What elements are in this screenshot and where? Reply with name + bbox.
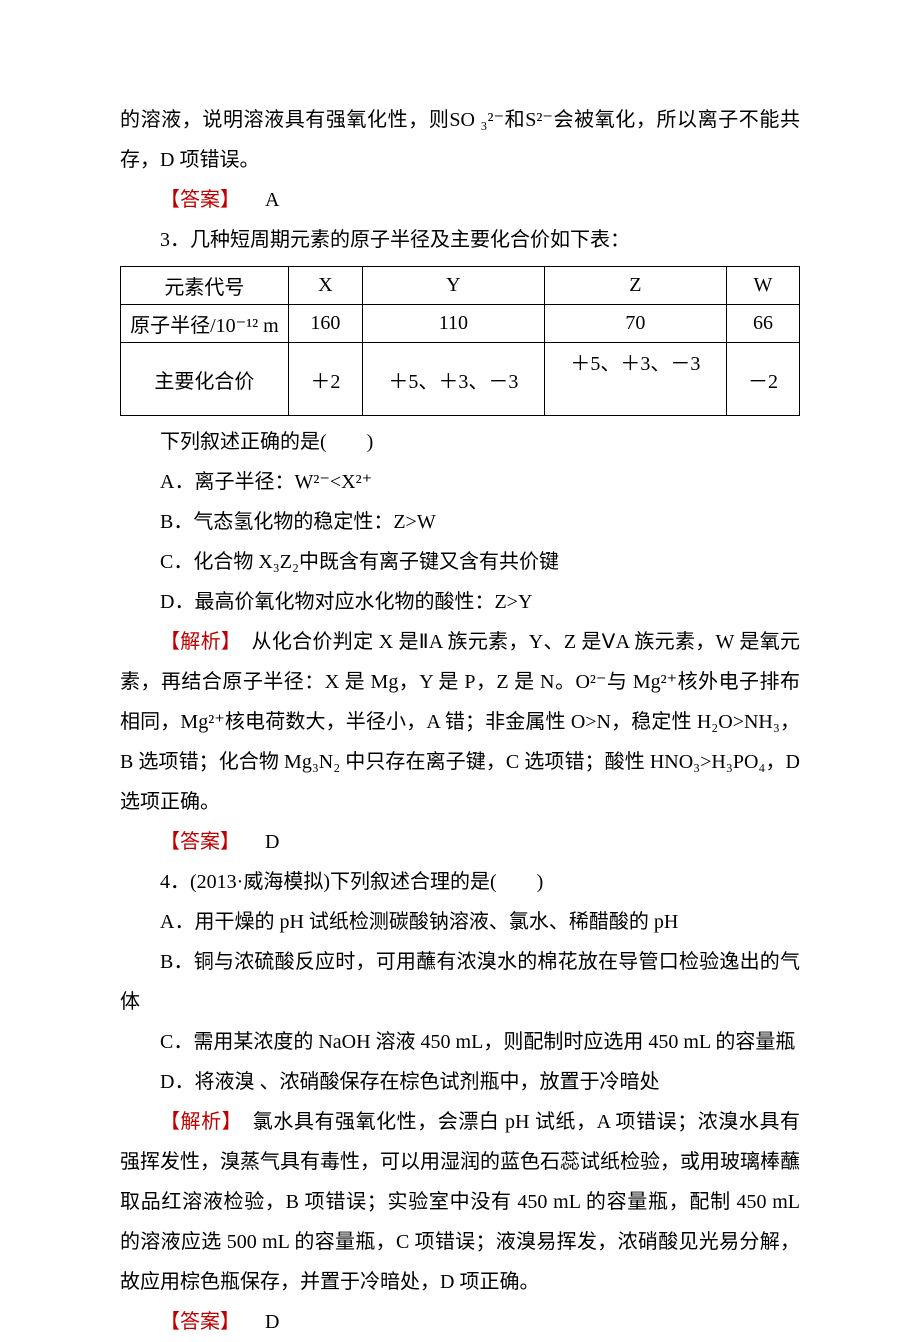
table-cell: X [288,267,362,305]
table-cell: －2 [726,343,799,416]
q3-answer: D [265,831,279,853]
explain-label: 【解析】 [160,1111,232,1133]
q4-source-end: )下列叙述合理的是( ) [323,871,543,893]
table-row: 主要化合价 ＋2 ＋5、＋3、－3 ＋5、＋3、－3 －2 [121,343,800,416]
answer-label: 【答案】 [160,831,240,853]
document-page: 的溶液，说明溶液具有强氧化性，则SO ₃²⁻和S²⁻会被氧化，所以离子不能共存，… [0,0,920,1302]
q2-answer-value [245,189,265,211]
table-cell: Y [362,267,544,305]
q4-answer-line: 【答案】 D [120,1302,800,1342]
q3-option-d: D．最高价氧化物对应水化物的酸性：Z>Y [120,582,800,622]
q2-answer: A [265,189,279,211]
table-cell: 110 [362,305,544,343]
q3-explanation-text: 从化合价判定 X 是ⅡA 族元素，Y、Z 是ⅤA 族元素，W 是氧元素，再结合原… [120,631,800,813]
table-cell: ＋5、＋3、－3 [544,343,726,416]
q3-explanation: 【解析】 从化合价判定 X 是ⅡA 族元素，Y、Z 是ⅤA 族元素，W 是氧元素… [120,622,800,822]
spacer [245,831,265,853]
q4-answer: D [265,1311,279,1333]
explain-label: 【解析】 [160,631,231,653]
table-cell: Z [544,267,726,305]
q2-answer-line: 【答案】 A [120,180,800,220]
q4-explanation: 【解析】 氯水具有强氧化性，会漂白 pH 试纸，A 项错误；浓溴水具有强挥发性，… [120,1102,800,1302]
spacer [245,1311,265,1333]
element-table: 元素代号 X Y Z W 原子半径/10⁻¹² m 160 110 70 66 … [120,266,800,416]
table-cell: 元素代号 [121,267,289,305]
table-row: 元素代号 X Y Z W [121,267,800,305]
q4-option-b: B．铜与浓硫酸反应时，可用蘸有浓溴水的棉花放在导管口检验逸出的气体 [120,942,800,1022]
q3-answer-line: 【答案】 D [120,822,800,862]
table-cell: 70 [544,305,726,343]
table-cell: ＋2 [288,343,362,416]
q3-prompt: 下列叙述正确的是( ) [120,422,800,462]
q3-number: 3． [160,229,190,251]
q4-explanation-text: 氯水具有强氧化性，会漂白 pH 试纸，A 项错误；浓溴水具有强挥发性，溴蒸气具有… [120,1111,800,1293]
table-cell: 原子半径/10⁻¹² m [121,305,289,343]
answer-label: 【答案】 [160,189,240,211]
q4-source-open: (2013· [190,871,243,893]
q4-option-a: A．用干燥的 pH 试纸检测碳酸钠溶液、氯水、稀醋酸的 pH [120,902,800,942]
continuation-paragraph: 的溶液，说明溶液具有强氧化性，则SO ₃²⁻和S²⁻会被氧化，所以离子不能共存，… [120,100,800,180]
table-cell: 主要化合价 [121,343,289,416]
q3-stem: 3．几种短周期元素的原子半径及主要化合价如下表： [120,220,800,260]
table-cell: 66 [726,305,799,343]
q3-option-c: C．化合物 X₃Z₂中既含有离子键又含有共价键 [120,542,800,582]
q3-option-b: B．气态氢化物的稳定性：Z>W [120,502,800,542]
q4-source-bold: 威海模拟 [243,871,323,893]
answer-label: 【答案】 [160,1311,240,1333]
table-cell: W [726,267,799,305]
table-cell: 160 [288,305,362,343]
q4-option-d: D．将液溴 、浓硝酸保存在棕色试剂瓶中，放置于冷暗处 [120,1062,800,1102]
table-cell: ＋5、＋3、－3 [362,343,544,416]
q3-option-a: A．离子半径：W²⁻<X²⁺ [120,462,800,502]
table-row: 原子半径/10⁻¹² m 160 110 70 66 [121,305,800,343]
q4-option-c: C．需用某浓度的 NaOH 溶液 450 mL，则配制时应选用 450 mL 的… [120,1022,800,1062]
q3-stem-text: 几种短周期元素的原子半径及主要化合价如下表： [190,229,630,251]
q4-number: 4． [160,871,190,893]
q4-stem: 4．(2013·威海模拟)下列叙述合理的是( ) [120,862,800,902]
